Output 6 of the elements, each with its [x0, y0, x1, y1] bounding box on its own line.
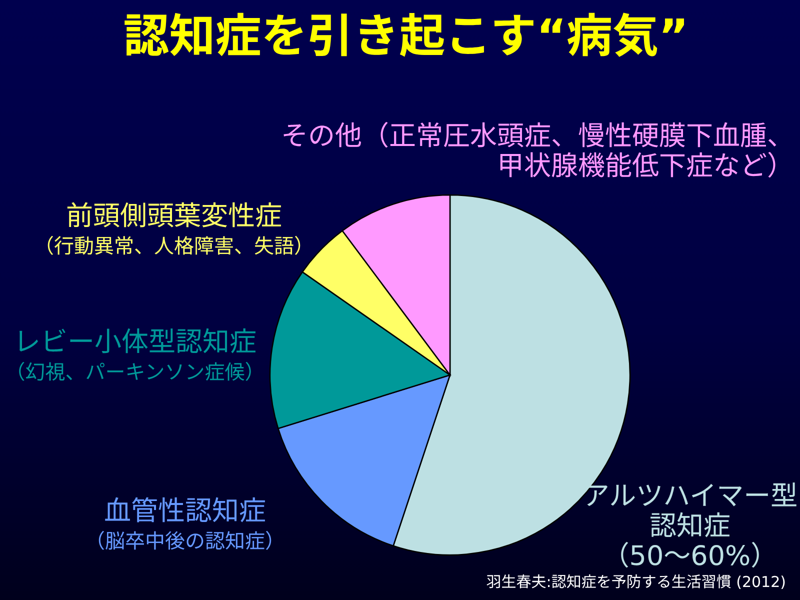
text: 羽生春夫:認知症を予防する生活習慣 (2012): [486, 573, 786, 591]
slice-label: 前頭側頭葉変性症（行動異常、人格障害、失語）: [34, 201, 314, 258]
chart-title: 認知症を引き起こす“病気”: [123, 9, 689, 63]
slice-label: その他（正常圧水頭症、慢性硬膜下血腫、甲状腺機能低下症など）: [281, 121, 794, 182]
slice-label: レビー小体型認知症（幻視、パーキンソン症候）: [5, 327, 265, 384]
slice-label: 血管性認知症（脳卒中後の認知症）: [85, 496, 285, 553]
